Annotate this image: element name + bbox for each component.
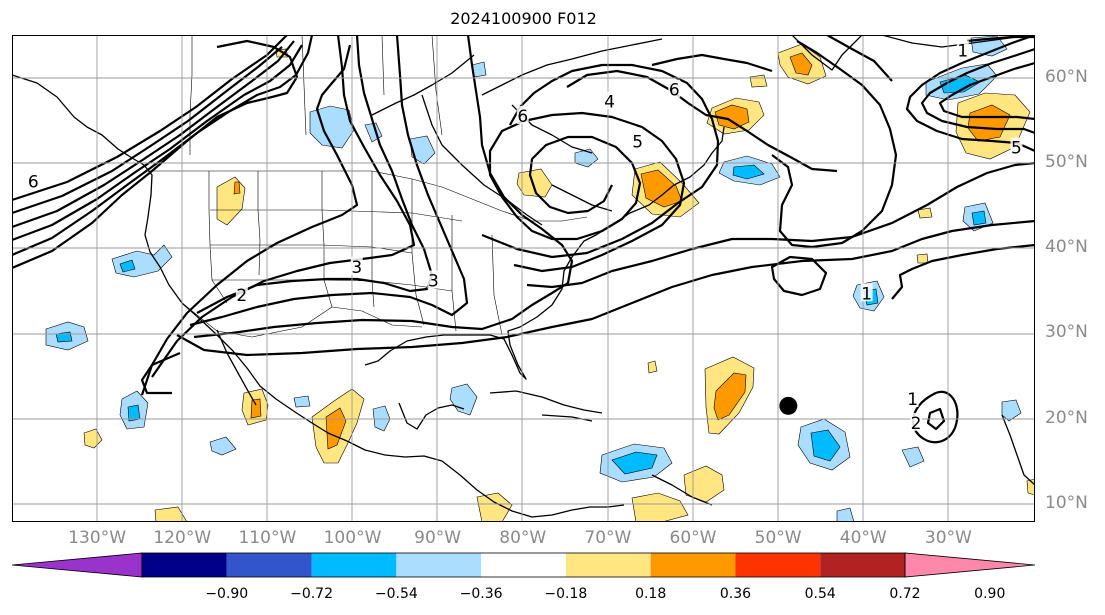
political-borders-layer: [148, 35, 588, 338]
colorbar-tick: −0.90: [205, 586, 249, 602]
colorbar-extend-min: [12, 552, 143, 578]
colorbar-segment: [142, 553, 227, 577]
lon-label: 40°W: [839, 528, 887, 548]
contour-label: 2: [236, 286, 247, 306]
lon-label: 80°W: [499, 528, 547, 548]
contour-label: 1: [861, 284, 872, 304]
lat-label: 20°N: [1045, 407, 1088, 428]
lon-label: 120°W: [153, 528, 212, 548]
colorbar-outline: [141, 552, 906, 578]
colorbar-extend-max: [904, 552, 1035, 578]
lon-label: 110°W: [238, 528, 297, 548]
colorbar-tick: −0.72: [290, 586, 333, 602]
contour-label-bg: [1010, 137, 1023, 156]
contour-label-bg: [516, 105, 529, 124]
colorbar-segment: [226, 553, 312, 577]
contour-label-bg: [427, 270, 440, 289]
contour-label: 6: [517, 107, 528, 127]
contour-label-bg: [350, 256, 363, 275]
contour-label: 3: [428, 272, 439, 292]
colorbar-segment: [311, 553, 397, 577]
colorbar-tick: −0.36: [459, 586, 503, 602]
contour-label: 3: [351, 258, 362, 278]
colorbar: [12, 552, 1035, 578]
map-border: [12, 35, 1035, 522]
lon-label: 60°W: [669, 528, 717, 548]
colorbar-tick: 0.90: [974, 586, 1006, 602]
graticule: [12, 35, 1035, 522]
contour-label-bg: [910, 412, 923, 431]
colorbar-segment: [481, 553, 566, 577]
contour-label: 5: [632, 133, 643, 153]
lon-label: 50°W: [754, 528, 802, 548]
coastline-layer: [12, 35, 1035, 518]
contour-label: 6: [28, 173, 39, 193]
lon-label: 100°W: [323, 528, 382, 548]
lat-label: 60°N: [1045, 66, 1088, 87]
colorbar-segment: [650, 553, 736, 577]
contour-label: 2: [911, 414, 922, 434]
contour-label-bg: [668, 79, 681, 98]
contour-label: 1: [907, 390, 918, 410]
colorbar-segment: [396, 553, 482, 577]
contour-label-bg: [956, 40, 969, 59]
lat-label: 30°N: [1045, 322, 1088, 343]
contour-label-bg: [906, 389, 919, 408]
lon-label: 30°W: [924, 528, 972, 548]
colorbar-tick: −0.18: [544, 586, 588, 602]
colorbar-segment: [820, 553, 905, 577]
lat-label: 10°N: [1045, 492, 1088, 513]
colorbar-tick: 0.18: [635, 586, 667, 602]
map-panel: 62335646116512: [12, 35, 1035, 522]
colorbar-tick: −0.54: [374, 586, 418, 602]
contour-label-bg: [860, 283, 873, 302]
contour-label: 5: [1011, 139, 1022, 159]
colorbar-tick: 0.54: [804, 586, 836, 602]
contour-label-bg: [27, 171, 40, 190]
lat-label: 50°N: [1045, 151, 1088, 172]
contour-labels: 62335646116512: [27, 40, 1023, 434]
contour-label: 4: [604, 92, 615, 112]
contour-label: 1: [957, 41, 968, 61]
contour-label: 6: [669, 81, 680, 101]
contour-label-bg: [631, 131, 644, 150]
contour-label-bg: [603, 91, 616, 110]
lon-label: 130°W: [68, 528, 127, 548]
lon-label: 90°W: [414, 528, 462, 548]
colorbar-tick: 0.72: [889, 586, 921, 602]
colorbar-segment: [565, 553, 651, 577]
lon-label: 70°W: [584, 528, 632, 548]
lat-label: 40°N: [1045, 237, 1088, 258]
contour-label-bg: [235, 285, 248, 304]
storm-center-marker: [779, 396, 798, 415]
colorbar-segment: [735, 553, 821, 577]
map-title: 2024100900 F012: [450, 9, 597, 28]
colorbar-tick: 0.36: [719, 586, 752, 602]
